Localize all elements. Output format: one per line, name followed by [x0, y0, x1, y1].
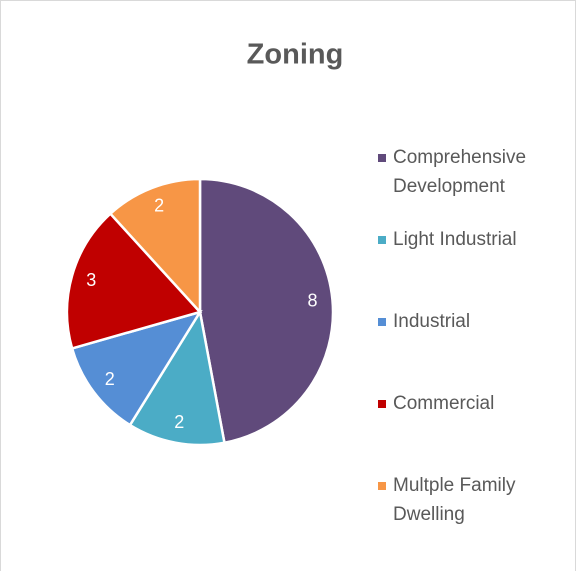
value-label: 3 — [86, 270, 96, 290]
legend-label: Multple Family Dwelling — [393, 475, 521, 525]
value-label: 2 — [174, 412, 184, 432]
value-label: 2 — [105, 369, 115, 389]
legend-label: Comprehensive Development — [393, 147, 531, 197]
value-label: 8 — [308, 290, 318, 310]
pie-slice — [65, 211, 203, 350]
legend-swatch — [378, 318, 386, 326]
legend-swatch — [378, 154, 386, 162]
pie-slice — [128, 308, 226, 447]
chart-title: Zoning — [247, 39, 344, 71]
value-label: 2 — [154, 195, 164, 215]
legend-label: Industrial — [393, 311, 470, 332]
legend-swatch — [378, 400, 386, 408]
legend-swatch — [378, 482, 386, 490]
legend-swatch — [378, 236, 386, 244]
legend-label: Light Industrial — [393, 229, 517, 250]
pie-slice — [108, 177, 202, 316]
pie-slice — [198, 177, 335, 445]
legend-label: Commercial — [393, 393, 494, 414]
